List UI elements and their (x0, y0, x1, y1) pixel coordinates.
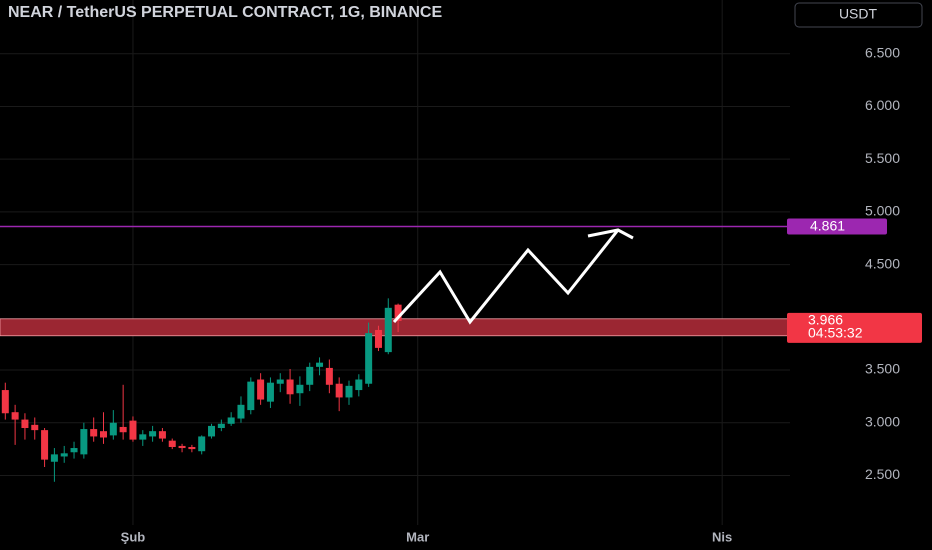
candle-body (325, 367, 333, 385)
candle-body (227, 417, 235, 424)
candle-body (149, 431, 157, 437)
price-axis: 2.500 3.000 3.500 4.500 5.000 5.500 6.000 6.500… (121, 44, 922, 544)
candle-body (217, 423, 225, 429)
candle-body (306, 366, 314, 385)
candle-body (119, 426, 127, 433)
candle-body (41, 430, 49, 460)
candle-body (1, 390, 9, 414)
currency-button[interactable] (794, 2, 923, 28)
candle-body (129, 420, 137, 440)
candle-body (316, 362, 324, 367)
candle-body (247, 381, 255, 411)
y-tick-label: 5.500 (865, 150, 900, 166)
y-tick-label: 5.000 (865, 203, 900, 219)
hline-label-bg (787, 218, 887, 235)
y-tick-label: 4.500 (865, 255, 900, 271)
hline-label: 4.861 (810, 217, 845, 233)
candle-body (100, 431, 107, 438)
x-tick-label: Nis (712, 529, 732, 544)
candle-body (286, 379, 294, 395)
candle-body (80, 429, 88, 455)
grid (0, 0, 790, 525)
countdown-label: 04:53:32 (808, 325, 863, 341)
x-tick-label: Mar (406, 529, 429, 544)
candle-body (50, 454, 58, 462)
candle-body (70, 448, 78, 453)
candle-body (90, 429, 98, 437)
y-tick-label: 6.000 (865, 97, 900, 113)
candle-body (335, 383, 343, 398)
candle-body (374, 329, 382, 348)
last-price-bg (787, 312, 922, 343)
candle-body (168, 440, 176, 447)
plot (0, 225, 791, 482)
candle-body (296, 384, 304, 394)
candle-body (139, 434, 147, 440)
candle-body (109, 422, 117, 436)
y-tick-label: 3.500 (865, 361, 900, 377)
chart-title: NEAR / TetherUS PERPETUAL CONTRACT, 1G, … (8, 4, 442, 21)
candle-body (365, 333, 373, 384)
drawing (392, 229, 620, 325)
currency-label[interactable]: USDT (839, 6, 878, 22)
candle-body (188, 446, 196, 450)
candle-body (31, 424, 39, 431)
last-price-label: 3.966 (808, 312, 843, 328)
candle-body (394, 304, 402, 321)
y-tick-label: 2.500 (865, 466, 900, 482)
candle-body (21, 419, 29, 429)
candle-body (266, 382, 274, 402)
candle-body (60, 453, 68, 457)
candle-body (345, 385, 353, 398)
candle-body (178, 445, 186, 449)
candle-body (158, 431, 166, 439)
candle-body (237, 404, 245, 419)
candle-body (257, 379, 265, 400)
candle-body (11, 412, 19, 420)
drawing-arrowhead (587, 228, 634, 240)
candle-body (208, 425, 216, 437)
candle-body (276, 379, 284, 384)
candle-body (384, 307, 392, 353)
candle-body (198, 436, 206, 452)
x-tick-label: Şub (121, 529, 146, 544)
candle-body (355, 379, 363, 391)
y-tick-label: 6.500 (865, 44, 900, 60)
y-tick-label: 3.000 (865, 413, 900, 429)
